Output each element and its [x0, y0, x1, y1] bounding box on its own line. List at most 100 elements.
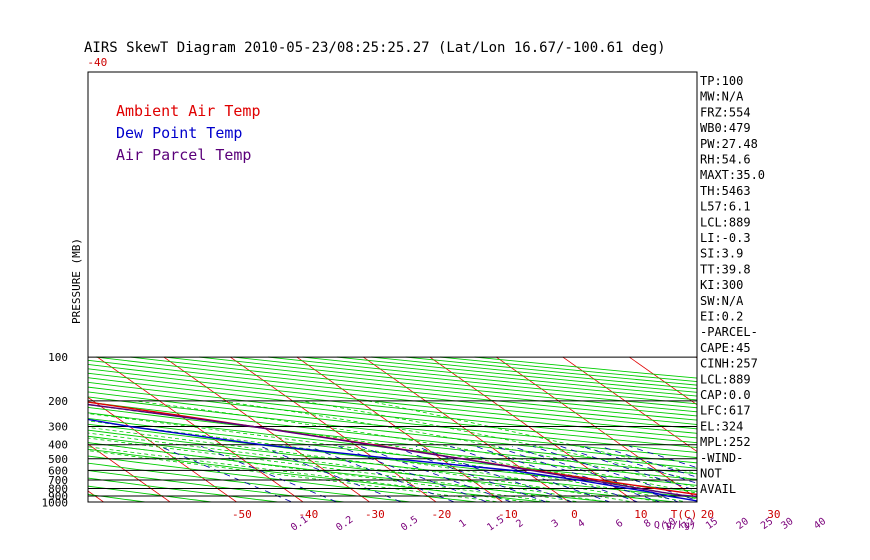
bottom-temp-tick-label: -40	[298, 508, 318, 521]
index-value: CINH:257	[700, 357, 758, 371]
mixing-ratio-line	[450, 445, 612, 502]
mixing-ratio-line	[392, 445, 548, 502]
bottom-temp-unit-label: T(C)	[671, 508, 698, 521]
pressure-tick-label: 600	[48, 464, 68, 477]
plot-frame	[87, 71, 698, 503]
index-value: RH:54.6	[700, 153, 751, 167]
dry-adiabat	[88, 377, 697, 444]
index-value: SW:N/A	[700, 294, 744, 308]
legend-entry: Ambient Air Temp	[116, 102, 261, 120]
index-value: TH:5463	[700, 184, 751, 198]
dry-adiabat	[88, 455, 482, 502]
mixing-ratio-tick-label: 0.5	[399, 514, 420, 533]
mixing-ratio-tick-label: 8	[642, 518, 653, 530]
dry-adiabat	[88, 477, 282, 502]
index-value: -WIND-	[700, 451, 743, 465]
dry-adiabat	[88, 485, 216, 502]
isotherm	[562, 356, 697, 453]
dry-adiabat	[88, 372, 697, 439]
index-value: SI:3.9	[700, 247, 743, 261]
legend: Ambient Air Temp Dew Point Temp Air Parcel…	[116, 102, 261, 164]
isotherm	[88, 443, 171, 502]
index-value: PW:27.48	[700, 137, 758, 151]
dry-adiabat	[88, 386, 697, 453]
dry-adiabat	[88, 448, 548, 502]
index-value: EL:324	[700, 419, 743, 433]
dry-adiabat	[88, 359, 697, 425]
series-dew-point-temp	[88, 418, 697, 502]
dry-adiabat	[88, 412, 697, 480]
index-value: MPL:252	[700, 435, 751, 449]
legend-entry: Air Parcel Temp	[116, 146, 251, 164]
isotherm	[88, 396, 238, 502]
bottom-temp-tick-label: 30	[767, 508, 780, 521]
dry-adiabat	[95, 356, 697, 421]
bottom-temp-tick-label: -30	[365, 508, 385, 521]
dry-adiabat	[88, 435, 681, 502]
dry-adiabat	[88, 493, 149, 502]
pressure-tick-label: 200	[48, 395, 68, 408]
mixing-ratio-line	[260, 445, 403, 502]
mixing-ratio-tick-label: 20	[735, 516, 751, 532]
dry-adiabat	[88, 442, 615, 502]
series-layer	[88, 401, 697, 502]
index-value: -PARCEL-	[700, 325, 758, 339]
isotherm	[496, 356, 697, 499]
bottom-temp-tick-label: 20	[701, 508, 714, 521]
mixing-ratio-tick-label: 1	[457, 518, 468, 530]
mixing-ratio-line	[308, 445, 456, 502]
index-value: MW:N/A	[700, 90, 744, 104]
isotherm	[97, 356, 304, 502]
index-value: EI:0.2	[700, 310, 743, 324]
dry-adiabat	[88, 368, 697, 434]
index-value: TP:100	[700, 74, 743, 88]
mixing-ratio-tick-label: 4	[576, 518, 587, 530]
dry-adiabat	[88, 401, 697, 469]
moist-adiabat	[88, 426, 636, 502]
mixing-ratio-line	[582, 445, 697, 484]
pressure-tick-label: 300	[48, 421, 68, 434]
index-value: AVAIL	[700, 482, 736, 496]
chart-title: AIRS SkewT Diagram 2010-05-23/08:25:25.2…	[84, 40, 666, 56]
moist-adiabat	[88, 420, 662, 502]
dry-adiabat	[88, 470, 349, 502]
top-temp-tick-label: -40	[87, 56, 107, 69]
index-value: WB0:479	[700, 121, 751, 135]
index-value: L57:6.1	[700, 200, 751, 214]
mixing-ratio-tick-label: 40	[812, 516, 828, 532]
mixing-ratio-line	[532, 445, 697, 501]
index-value: FRZ:554	[700, 105, 751, 119]
isotherm	[363, 356, 570, 502]
mixing-ratio-line	[159, 445, 294, 502]
moist-adiabat	[88, 442, 556, 502]
bottom-temp-tick-label: 0	[571, 508, 578, 521]
index-value: CAPE:45	[700, 341, 751, 355]
index-value: MAXT:35.0	[700, 168, 765, 182]
moist-adiabat	[88, 437, 582, 502]
pressure-tick-label: 400	[48, 439, 68, 452]
moist-adiabat	[88, 413, 689, 502]
mixing-ratio-tick-label: 0.2	[334, 514, 355, 533]
mixing-ratio-tick-label: 6	[614, 518, 625, 530]
pressure-tick-label: 100	[48, 351, 68, 364]
dry-adiabat	[88, 423, 697, 492]
index-value: LI:-0.3	[700, 231, 751, 245]
dry-adiabat	[88, 462, 415, 502]
pressure-tick-label: 700	[48, 474, 68, 487]
pressure-tick-label: 900	[48, 490, 68, 503]
moist-adiabat	[88, 450, 502, 502]
index-value: KI:300	[700, 278, 743, 292]
mixing-ratio-unit-label: Q(g/kg)	[654, 520, 696, 531]
series-air-parcel-temp	[88, 403, 697, 498]
index-value: TT:39.8	[700, 262, 751, 276]
mixing-ratio-line	[560, 445, 697, 492]
dry-adiabat	[267, 356, 697, 401]
index-value: NOT	[700, 467, 722, 481]
dry-adiabat	[88, 406, 697, 475]
dry-adiabat	[88, 429, 697, 499]
dry-adiabat	[439, 356, 697, 383]
index-value: CAP:0.0	[700, 388, 751, 402]
dry-adiabat	[405, 356, 697, 386]
